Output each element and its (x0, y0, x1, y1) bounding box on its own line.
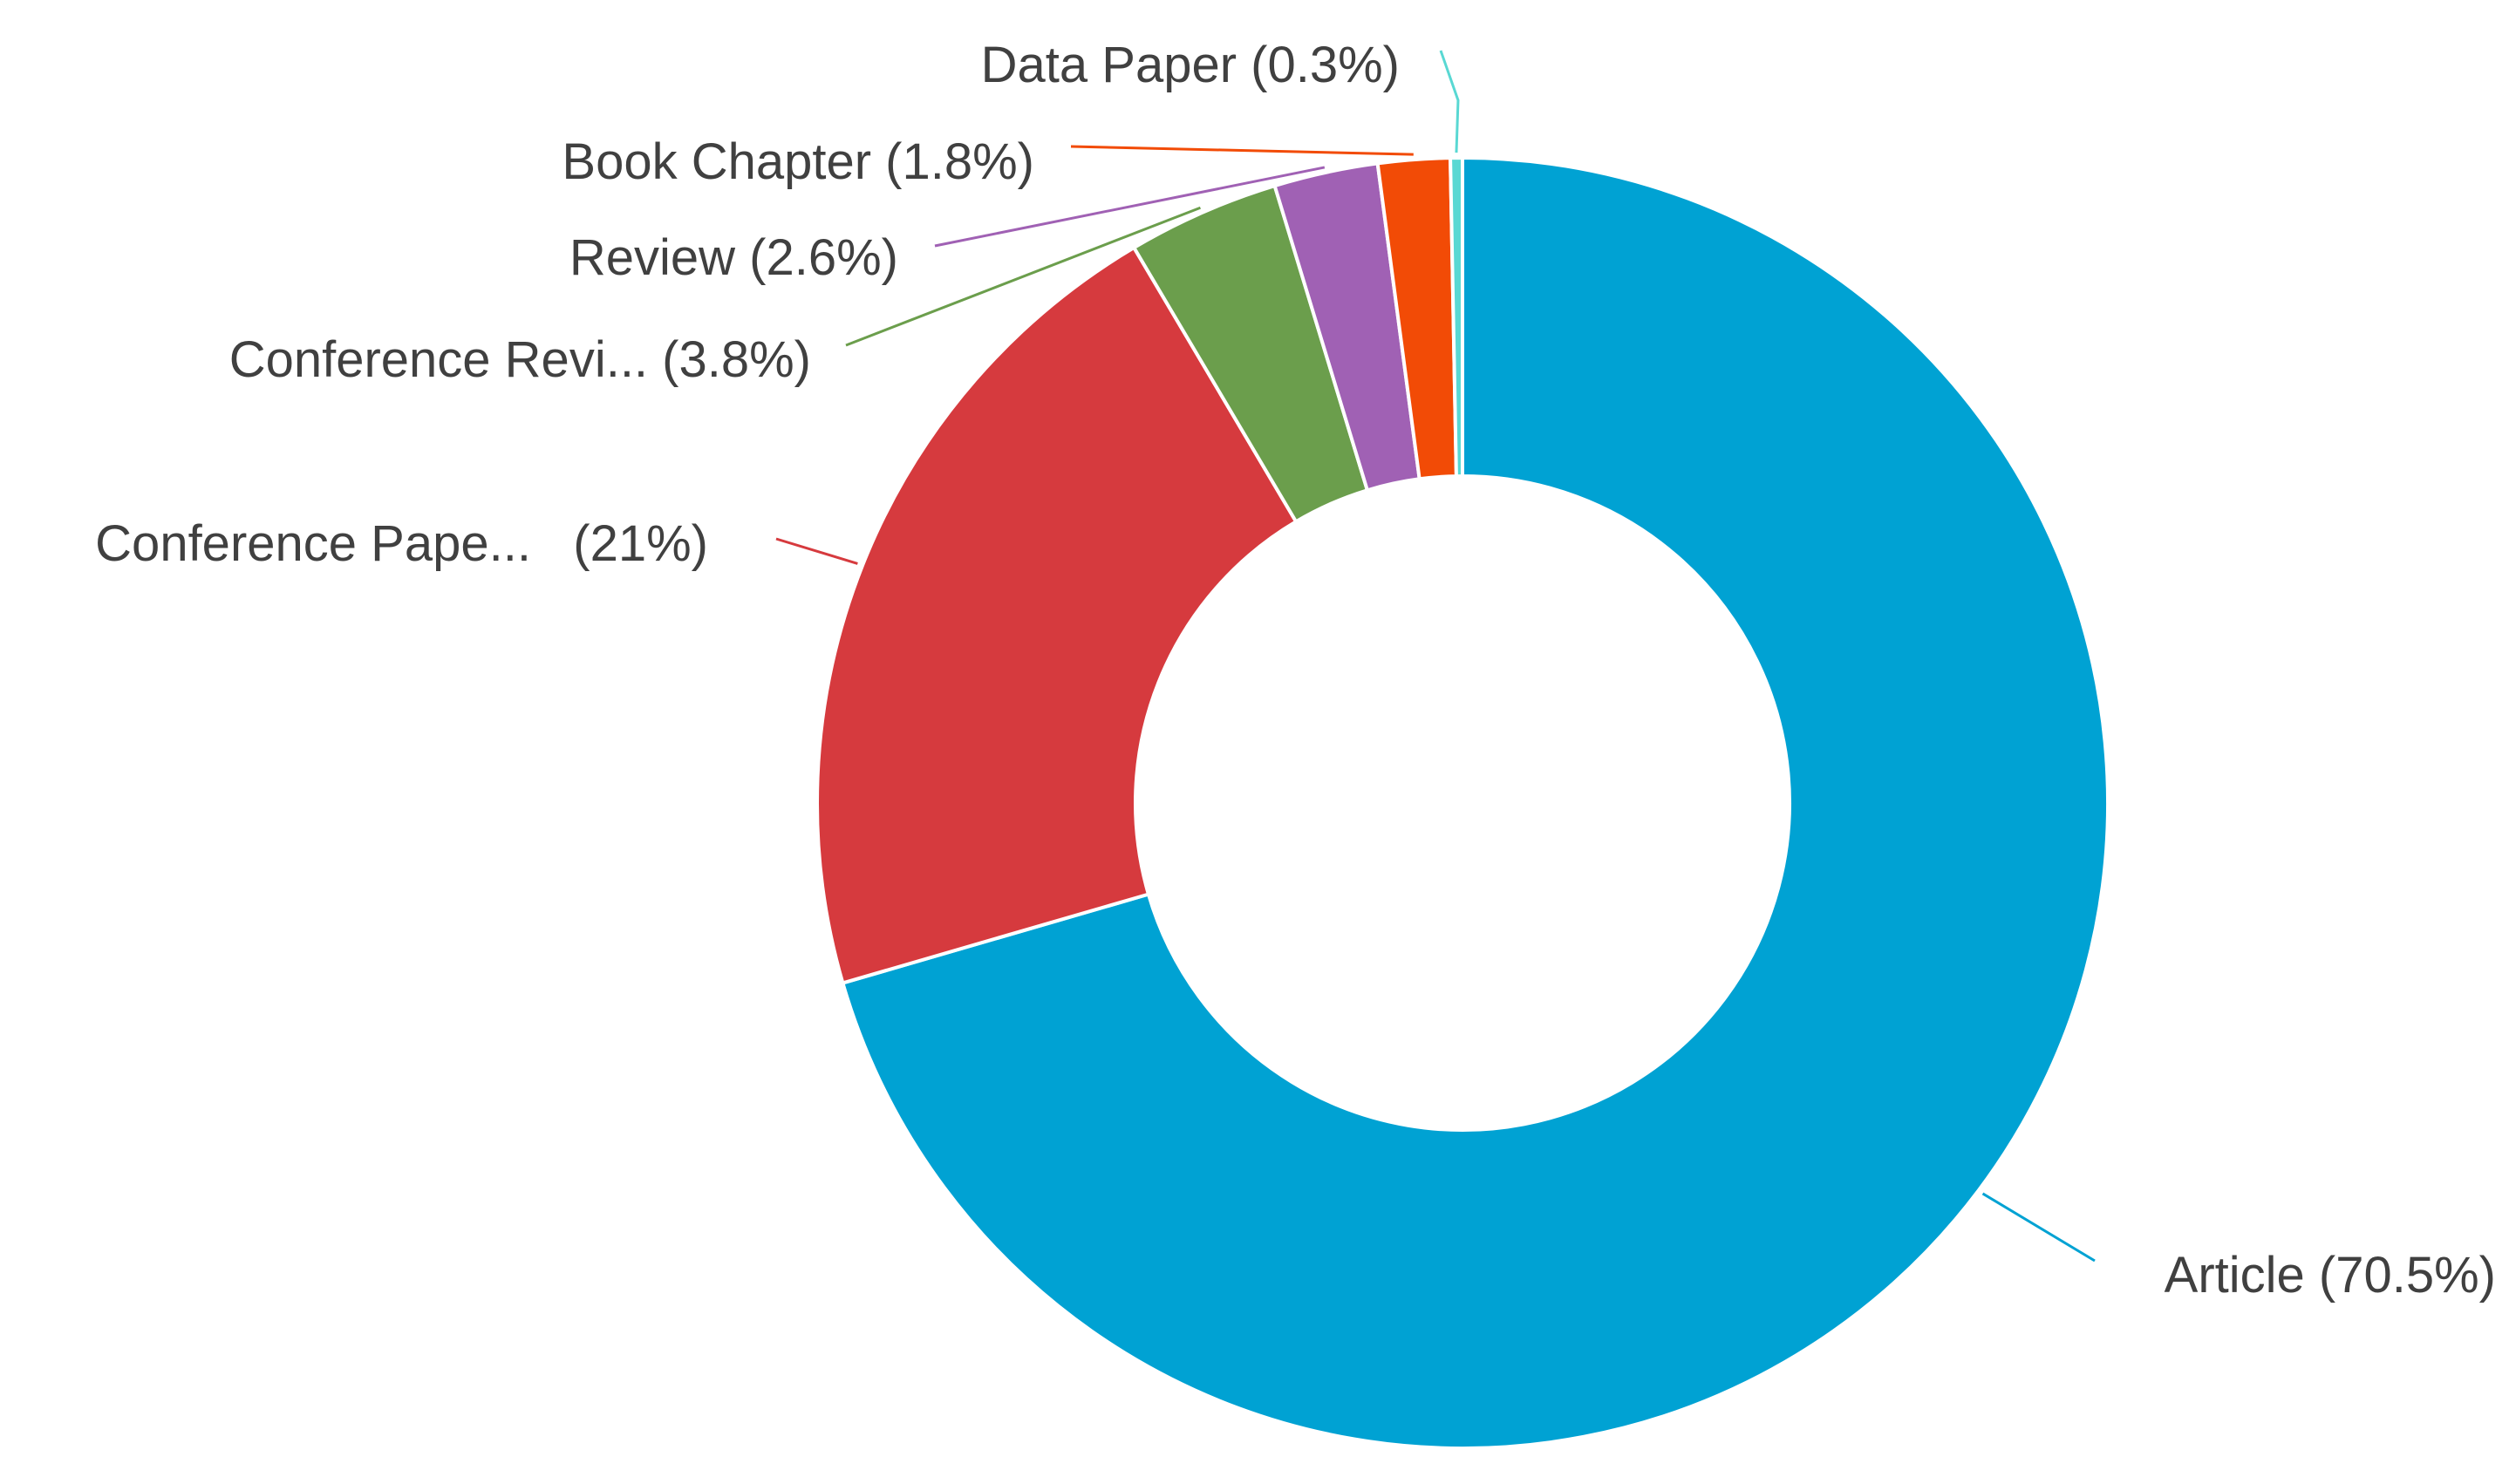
slice-data-paper-0-3 (1449, 155, 1464, 479)
leader-lines-layer (775, 50, 2096, 1263)
slice-article-70-5 (841, 156, 2110, 1450)
label-conference-pape-21: Conference Pape... (21%) (95, 515, 708, 572)
leader-line-data-paper-0-3 (1439, 50, 1460, 153)
leader-line-book-chapter-1-8 (1070, 145, 1414, 156)
label-book-chapter-1-8: Book Chapter (1.8%) (562, 133, 1034, 190)
label-conference-revi-3-8: Conference Revi... (3.8%) (229, 331, 811, 388)
labels-layer: Article (70.5%) Conference Pape... (21%) C… (95, 37, 2496, 1304)
leader-line-article-70-5 (1981, 1192, 2096, 1263)
label-article-70-5: Article (70.5%) (2165, 1247, 2496, 1304)
slice-conference-pape-21 (815, 246, 1299, 985)
leader-line-conference-pape-21 (775, 537, 858, 565)
label-data-paper-0-3: Data Paper (0.3%) (981, 37, 1400, 93)
slices-layer (815, 155, 2110, 1450)
label-review-2-6: Review (2.6%) (569, 229, 898, 286)
leader-line-conference-revi-3-8 (845, 206, 1201, 347)
leader-line-review-2-6 (934, 166, 1326, 248)
